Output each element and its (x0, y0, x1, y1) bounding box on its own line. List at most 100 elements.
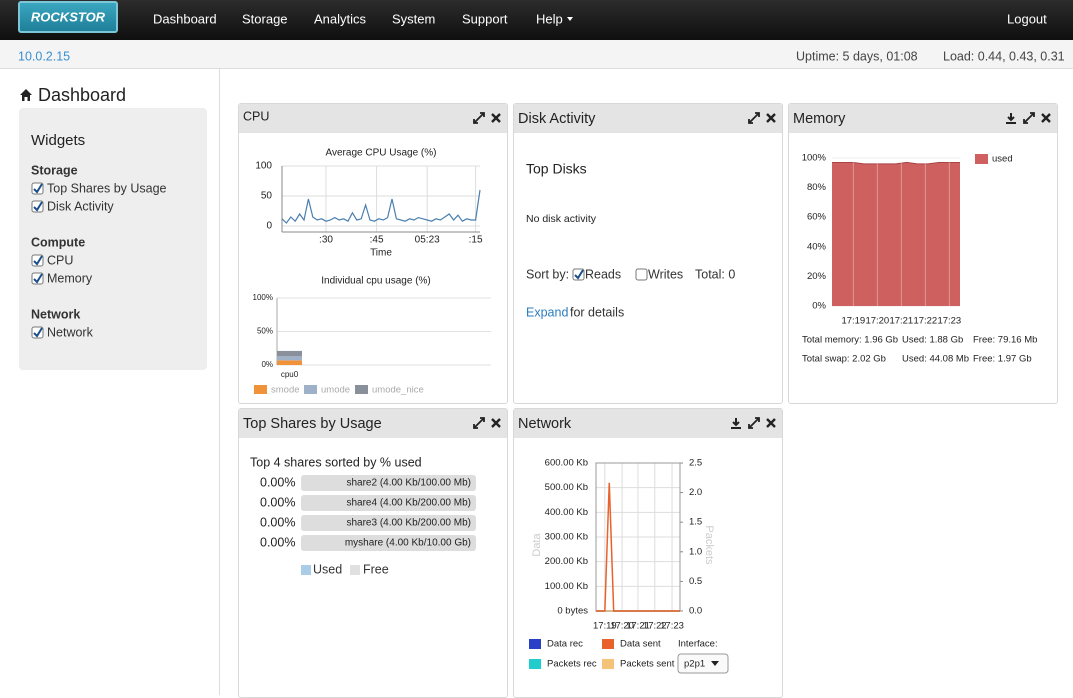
share-label: share3 (4.00 Kb/200.00 Mb) (346, 518, 471, 529)
widget-toggle[interactable]: Network (47, 325, 94, 339)
load: Load: 0.44, 0.43, 0.31 (943, 49, 1065, 63)
download-icon[interactable] (731, 418, 741, 429)
x-tick-label: 17:22 (643, 621, 667, 632)
close-icon[interactable] (491, 418, 501, 428)
legend-swatch (529, 639, 541, 649)
sidebar-divider (219, 69, 220, 695)
host-ip[interactable]: 10.0.2.15 (18, 49, 70, 63)
card-title: Memory (793, 111, 846, 127)
legend-label: umode (321, 385, 350, 396)
sort-option[interactable]: Writes (648, 267, 683, 281)
page-title: Dashboard (38, 85, 126, 105)
memory-stat: Free: 1.97 Gb (973, 354, 1032, 365)
legend-swatch (355, 385, 368, 394)
bar-segment (277, 350, 302, 357)
checkmark (33, 201, 43, 212)
checkbox[interactable] (635, 268, 648, 281)
legend-label: Packets sent (620, 659, 675, 670)
y-tick-label: 400.00 Kb (545, 507, 588, 518)
y-tick-label: 100% (253, 293, 273, 302)
share-label: share4 (4.00 Kb/200.00 Mb) (346, 498, 471, 509)
memory-stat: Free: 79.16 Mb (973, 335, 1037, 346)
sort-label: Sort by: (526, 267, 569, 281)
checkmark (33, 273, 43, 284)
chart-title: Individual cpu usage (%) (321, 276, 431, 287)
area-line (832, 161, 960, 165)
interface-label: Interface: (678, 639, 718, 650)
y2-tick-label: 1.5 (689, 517, 702, 528)
download-icon[interactable] (1006, 113, 1016, 124)
expand-icon[interactable] (473, 417, 485, 429)
widget-group: Storage (31, 163, 78, 177)
y-tick-label: 100 (255, 161, 272, 172)
expand-icon[interactable] (748, 112, 760, 124)
close-icon[interactable] (766, 418, 776, 428)
share-percent: 0.00% (260, 495, 295, 509)
bar-segment (277, 360, 302, 365)
nav-link[interactable]: Analytics (314, 11, 367, 26)
expand-icon[interactable] (748, 417, 760, 429)
memory-stat: Total swap: 2.02 Gb (802, 354, 886, 365)
legend-label: Data sent (620, 639, 661, 650)
checkmark (33, 183, 43, 194)
x-tick-label: :15 (469, 235, 483, 246)
sort-option[interactable]: Reads (585, 267, 621, 281)
y-tick-label: 0% (261, 360, 273, 369)
close-icon[interactable] (491, 113, 501, 123)
axis-label: Time (370, 248, 392, 259)
y2-tick-label: 2.0 (689, 487, 702, 498)
brand-logo[interactable] (18, 1, 118, 33)
expand-icon[interactable] (1023, 112, 1035, 124)
x-tick-label: 17:21 (889, 316, 913, 327)
share-label: share2 (4.00 Kb/100.00 Mb) (346, 478, 471, 489)
axis-label: Packets (703, 525, 715, 565)
dropdown-caret (567, 17, 573, 21)
usage-bar (301, 495, 476, 511)
x-tick-label: 17:21 (626, 621, 650, 632)
interface-value[interactable]: p2p1 (684, 659, 705, 670)
disk-card (513, 103, 783, 404)
bar-segment (277, 356, 302, 361)
legend-swatch (529, 659, 541, 669)
legend-swatch (975, 154, 988, 164)
logout-link[interactable]: Logout (1007, 11, 1047, 26)
widget-toggle[interactable]: CPU (47, 253, 73, 267)
status-bar (0, 40, 1073, 69)
section-heading: Top 4 shares sorted by % used (250, 455, 422, 469)
close-icon[interactable] (1041, 113, 1051, 123)
home-icon (20, 89, 32, 101)
brand-name[interactable]: ROCKSTOR (31, 9, 106, 24)
x-tick-label: 17:20 (610, 621, 634, 632)
x-tick-label: 17:23 (660, 621, 684, 632)
nav-link[interactable]: System (392, 11, 435, 26)
legend-label: smode (271, 385, 300, 396)
checkmark (33, 255, 43, 266)
widget-toggle[interactable]: Top Shares by Usage (47, 181, 167, 195)
axis-label: Data (531, 533, 543, 557)
widget-toggle[interactable]: Disk Activity (47, 199, 114, 213)
x-tick-label: 17:23 (937, 316, 961, 327)
card-title: Top Shares by Usage (243, 416, 382, 432)
checkmark (574, 269, 584, 280)
card-title: Disk Activity (518, 111, 596, 127)
nav-link[interactable]: Support (462, 11, 508, 26)
legend-swatch (304, 385, 317, 394)
legend-label: Used (313, 562, 342, 576)
nav-link[interactable]: Dashboard (153, 11, 217, 26)
x-tick-label: 17:19 (593, 621, 617, 632)
usage-bar (301, 515, 476, 531)
shares-card (238, 408, 508, 698)
nav-link[interactable]: Storage (242, 11, 288, 26)
expand-icon[interactable] (473, 112, 485, 124)
legend-label: Data rec (547, 639, 583, 650)
interface-select[interactable] (677, 653, 729, 674)
data-line (596, 482, 680, 612)
share-percent: 0.00% (260, 475, 295, 489)
legend-label: Free (363, 562, 389, 576)
widget-toggle[interactable]: Memory (47, 271, 93, 285)
share-percent: 0.00% (260, 535, 295, 549)
nav-link[interactable]: Help (536, 11, 563, 26)
legend-label: Packets rec (547, 659, 597, 670)
expand-link[interactable]: Expand (526, 305, 568, 319)
close-icon[interactable] (766, 113, 776, 123)
